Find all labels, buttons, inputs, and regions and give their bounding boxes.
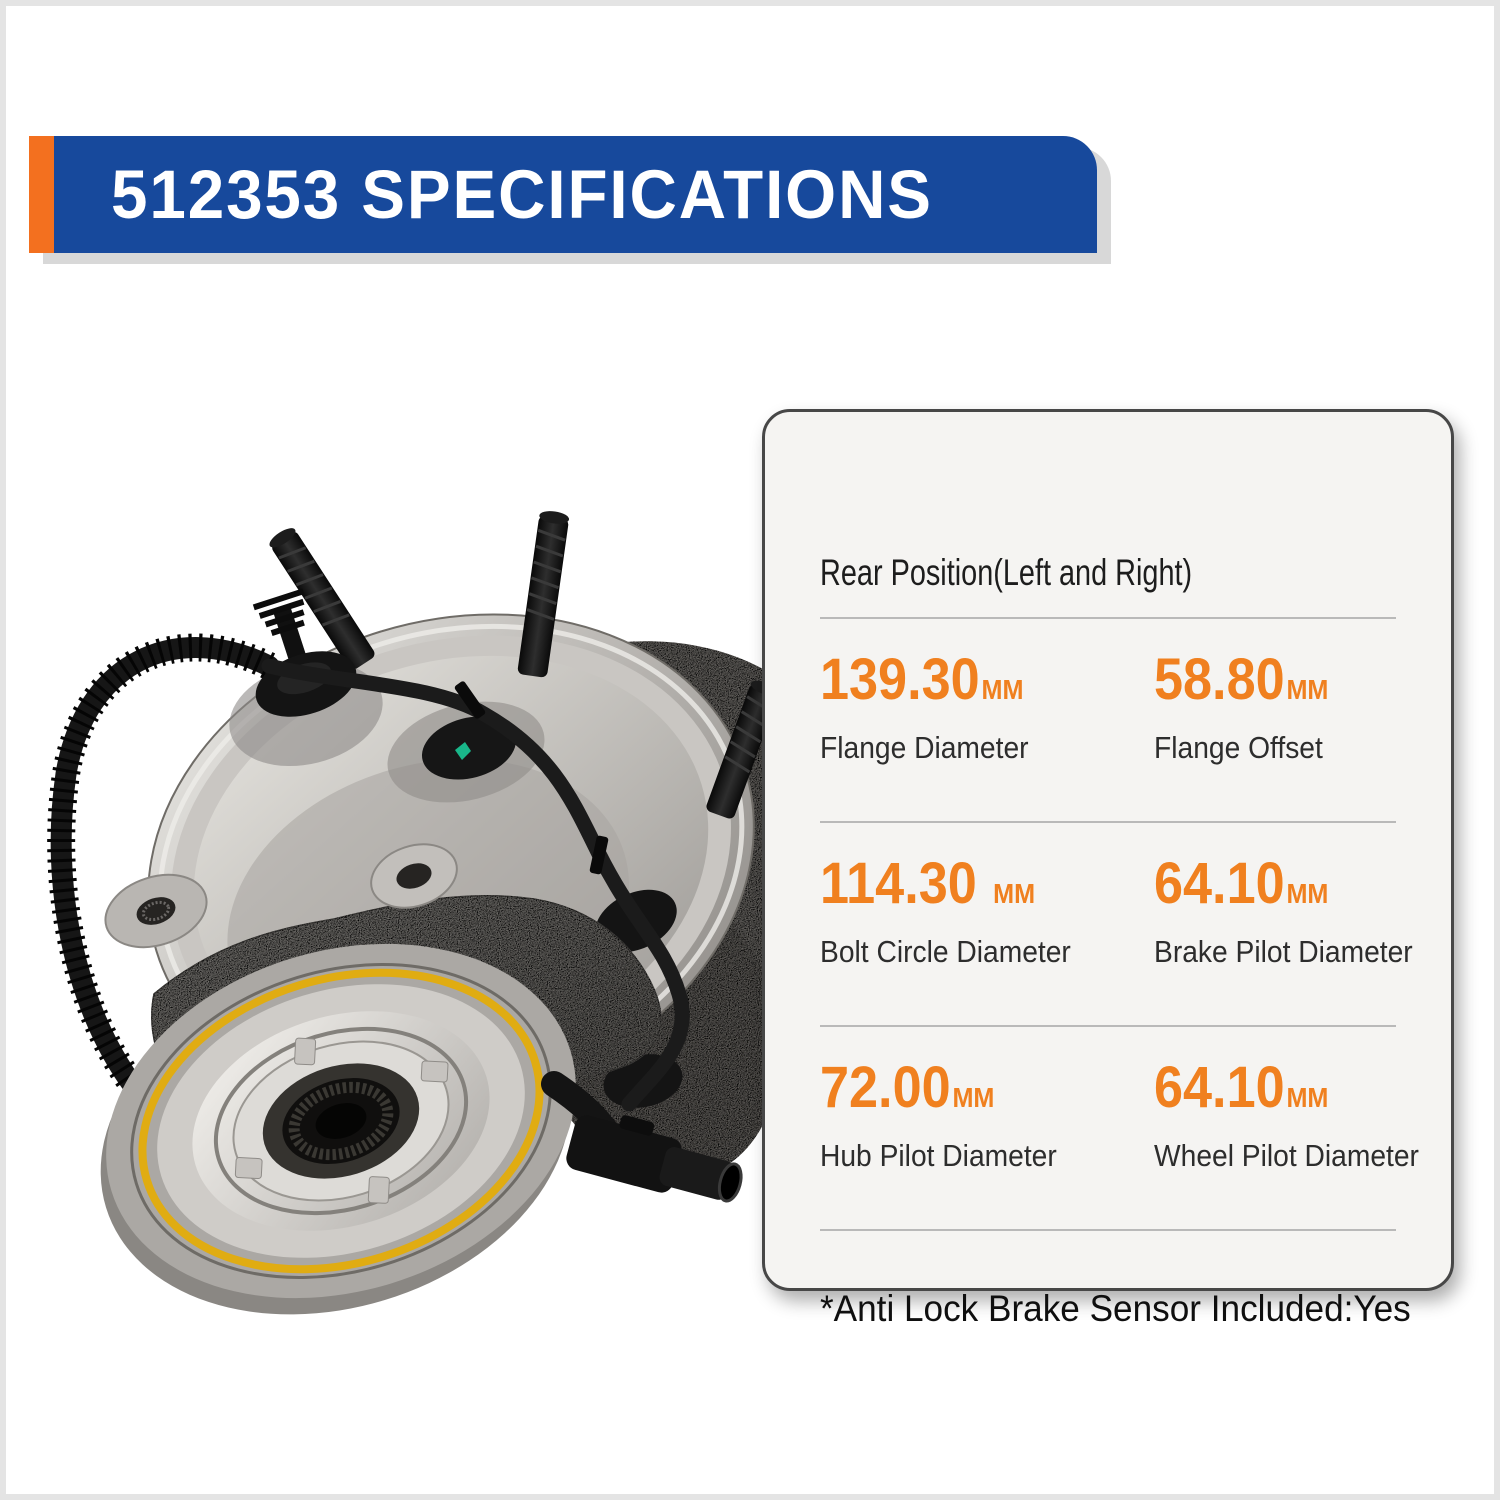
- spec-value: 114.30: [820, 851, 992, 916]
- divider: [820, 821, 1396, 823]
- spec-item-flange-offset: 58.80MM Flange Offset: [1154, 651, 1396, 766]
- abs-connector: [566, 1115, 743, 1203]
- spec-value: 58.80: [1154, 647, 1285, 712]
- spec-row: 114.30 MM Bolt Circle Diameter 64.10MM B…: [820, 823, 1413, 1002]
- spec-unit: MM: [981, 674, 1024, 705]
- hub-bearing-rings: [100, 943, 576, 1315]
- wheel-hub-illustration: [47, 511, 764, 1315]
- spec-unit: MM: [952, 1082, 995, 1113]
- header-banner-body: 512353 SPECIFICATIONS: [54, 136, 1097, 253]
- spec-item-flange-diameter: 139.30MM Flange Diameter: [820, 651, 1154, 766]
- spec-value: 64.10: [1154, 1055, 1285, 1120]
- spec-row: 72.00MM Hub Pilot Diameter 64.10MM Wheel…: [820, 1027, 1420, 1206]
- spec-label: Bolt Circle Diameter: [820, 934, 1071, 969]
- spec-value: 139.30: [820, 647, 980, 712]
- spec-label: Wheel Pilot Diameter: [1154, 1138, 1420, 1173]
- spec-label: Flange Diameter: [820, 730, 1029, 765]
- spec-unit: MM: [1286, 878, 1329, 909]
- divider: [820, 1229, 1396, 1231]
- spec-unit: MM: [993, 878, 1036, 909]
- divider: [820, 617, 1396, 619]
- header-accent-bar: [29, 136, 54, 253]
- spec-item-wheel-pilot-diameter: 64.10MM Wheel Pilot Diameter: [1154, 1059, 1420, 1174]
- wheel-studs: [269, 511, 764, 819]
- page-title: 512353 SPECIFICATIONS: [111, 156, 933, 233]
- spec-label: Brake Pilot Diameter: [1154, 934, 1413, 969]
- spec-row: 139.30MM Flange Diameter 58.80MM Flange …: [820, 619, 1396, 798]
- spec-label: Flange Offset: [1154, 730, 1323, 765]
- spec-value: 72.00: [820, 1055, 951, 1120]
- spec-card-heading: Rear Position(Left and Right): [820, 552, 1193, 593]
- abs-sensor-note: *Anti Lock Brake Sensor Included:Yes: [820, 1288, 1411, 1329]
- spec-value: 64.10: [1154, 851, 1285, 916]
- header-banner: 512353 SPECIFICATIONS: [29, 136, 1097, 253]
- spec-item-hub-pilot-diameter: 72.00MM Hub Pilot Diameter: [820, 1059, 1154, 1174]
- product-photo: [14, 384, 764, 1316]
- spec-item-bolt-circle-diameter: 114.30 MM Bolt Circle Diameter: [820, 855, 1154, 970]
- spec-unit: MM: [1286, 674, 1329, 705]
- spec-label: Hub Pilot Diameter: [820, 1138, 1057, 1173]
- divider: [820, 1025, 1396, 1027]
- spec-card: Rear Position(Left and Right) 139.30MM F…: [762, 409, 1454, 1329]
- spec-item-brake-pilot-diameter: 64.10MM Brake Pilot Diameter: [1154, 855, 1413, 970]
- spec-unit: MM: [1286, 1082, 1329, 1113]
